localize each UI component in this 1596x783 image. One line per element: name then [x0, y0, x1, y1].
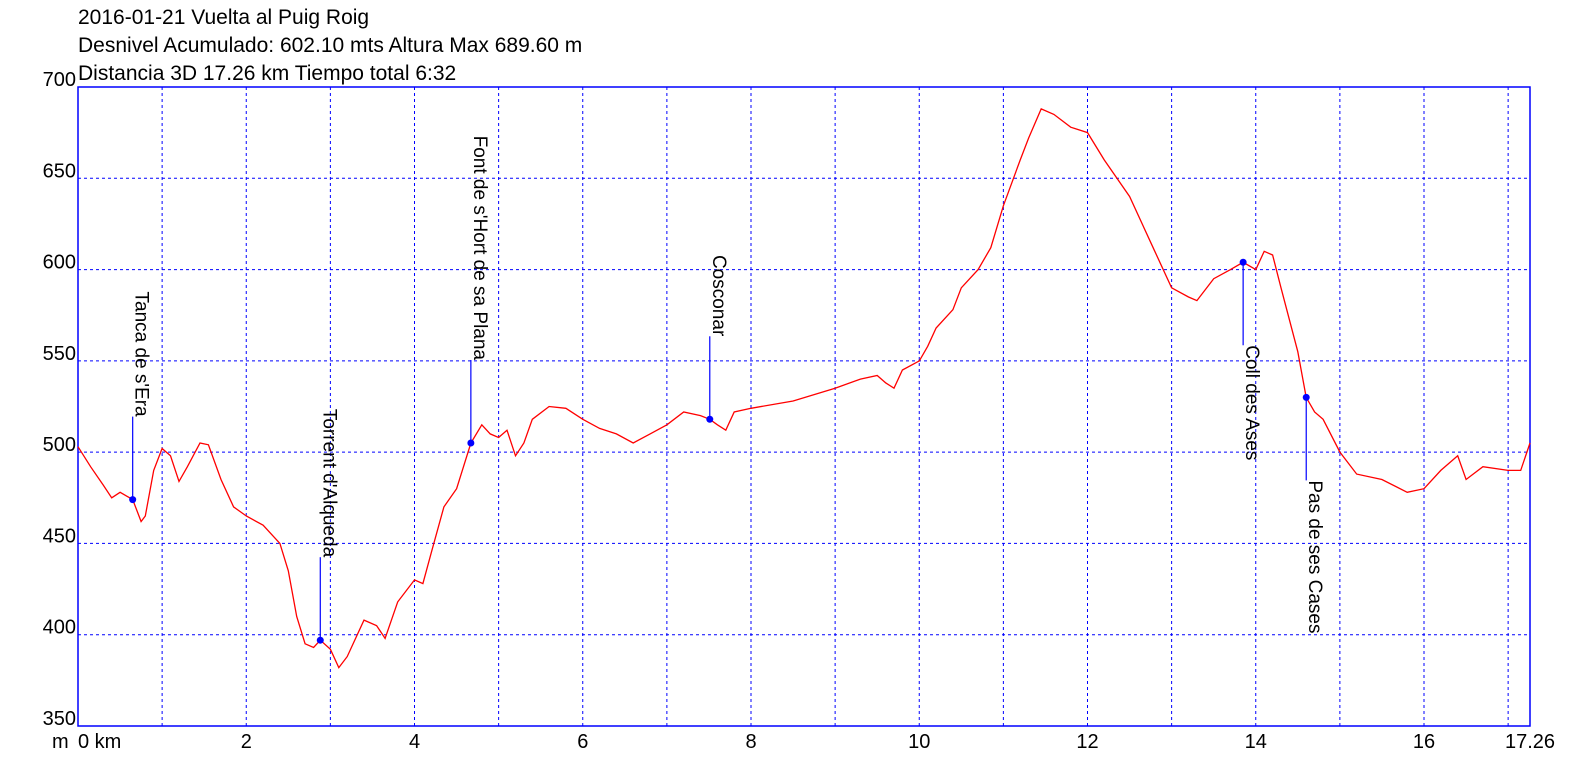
- waypoint-marker: [316, 636, 324, 644]
- y-tick-label: 500: [43, 434, 76, 456]
- x-tick-label: 17.26: [1505, 731, 1555, 753]
- waypoint-marker: [1239, 258, 1247, 266]
- x-tick-label: 0 km: [78, 731, 121, 753]
- y-tick-label: 450: [43, 525, 76, 547]
- waypoint-label: Cosconar: [708, 255, 729, 337]
- waypoint-marker: [1302, 393, 1310, 401]
- y-tick-label: 350: [43, 708, 76, 730]
- y-tick-label: 400: [43, 617, 76, 639]
- x-tick-label: 10: [908, 731, 930, 753]
- x-tick-label: 16: [1413, 731, 1435, 753]
- waypoint-marker: [706, 415, 714, 423]
- x-tick-label: 12: [1076, 731, 1098, 753]
- y-tick-label: 600: [43, 252, 76, 274]
- y-tick-label: 650: [43, 160, 76, 182]
- waypoint-marker: [129, 496, 137, 504]
- title-line: Desnivel Acumulado: 602.10 mts Altura Ma…: [78, 34, 582, 57]
- waypoint-marker: [467, 439, 475, 447]
- y-unit-label: m: [52, 731, 69, 753]
- x-tick-label: 8: [745, 731, 756, 753]
- y-tick-label: 550: [43, 343, 76, 365]
- y-tick-label: 700: [43, 69, 76, 91]
- waypoint-label: Torrent d'Alqueda: [318, 409, 339, 558]
- waypoint-label: Font de s'Hort de sa Plana: [469, 136, 490, 361]
- title-line: 2016-01-21 Vuelta al Puig Roig: [78, 6, 369, 29]
- waypoint-label: Coll des Ases: [1241, 345, 1262, 460]
- x-tick-label: 4: [409, 731, 420, 753]
- x-tick-label: 6: [577, 731, 588, 753]
- title-line: Distancia 3D 17.26 km Tiempo total 6:32: [78, 62, 456, 85]
- x-tick-label: 14: [1245, 731, 1267, 753]
- x-tick-label: 2: [241, 731, 252, 753]
- plot-frame: [77, 86, 1531, 727]
- waypoint-label: Pas de ses Cases: [1304, 480, 1325, 633]
- waypoint-label: Tanca de s'Era: [131, 292, 152, 418]
- elevation-line: [77, 108, 1531, 669]
